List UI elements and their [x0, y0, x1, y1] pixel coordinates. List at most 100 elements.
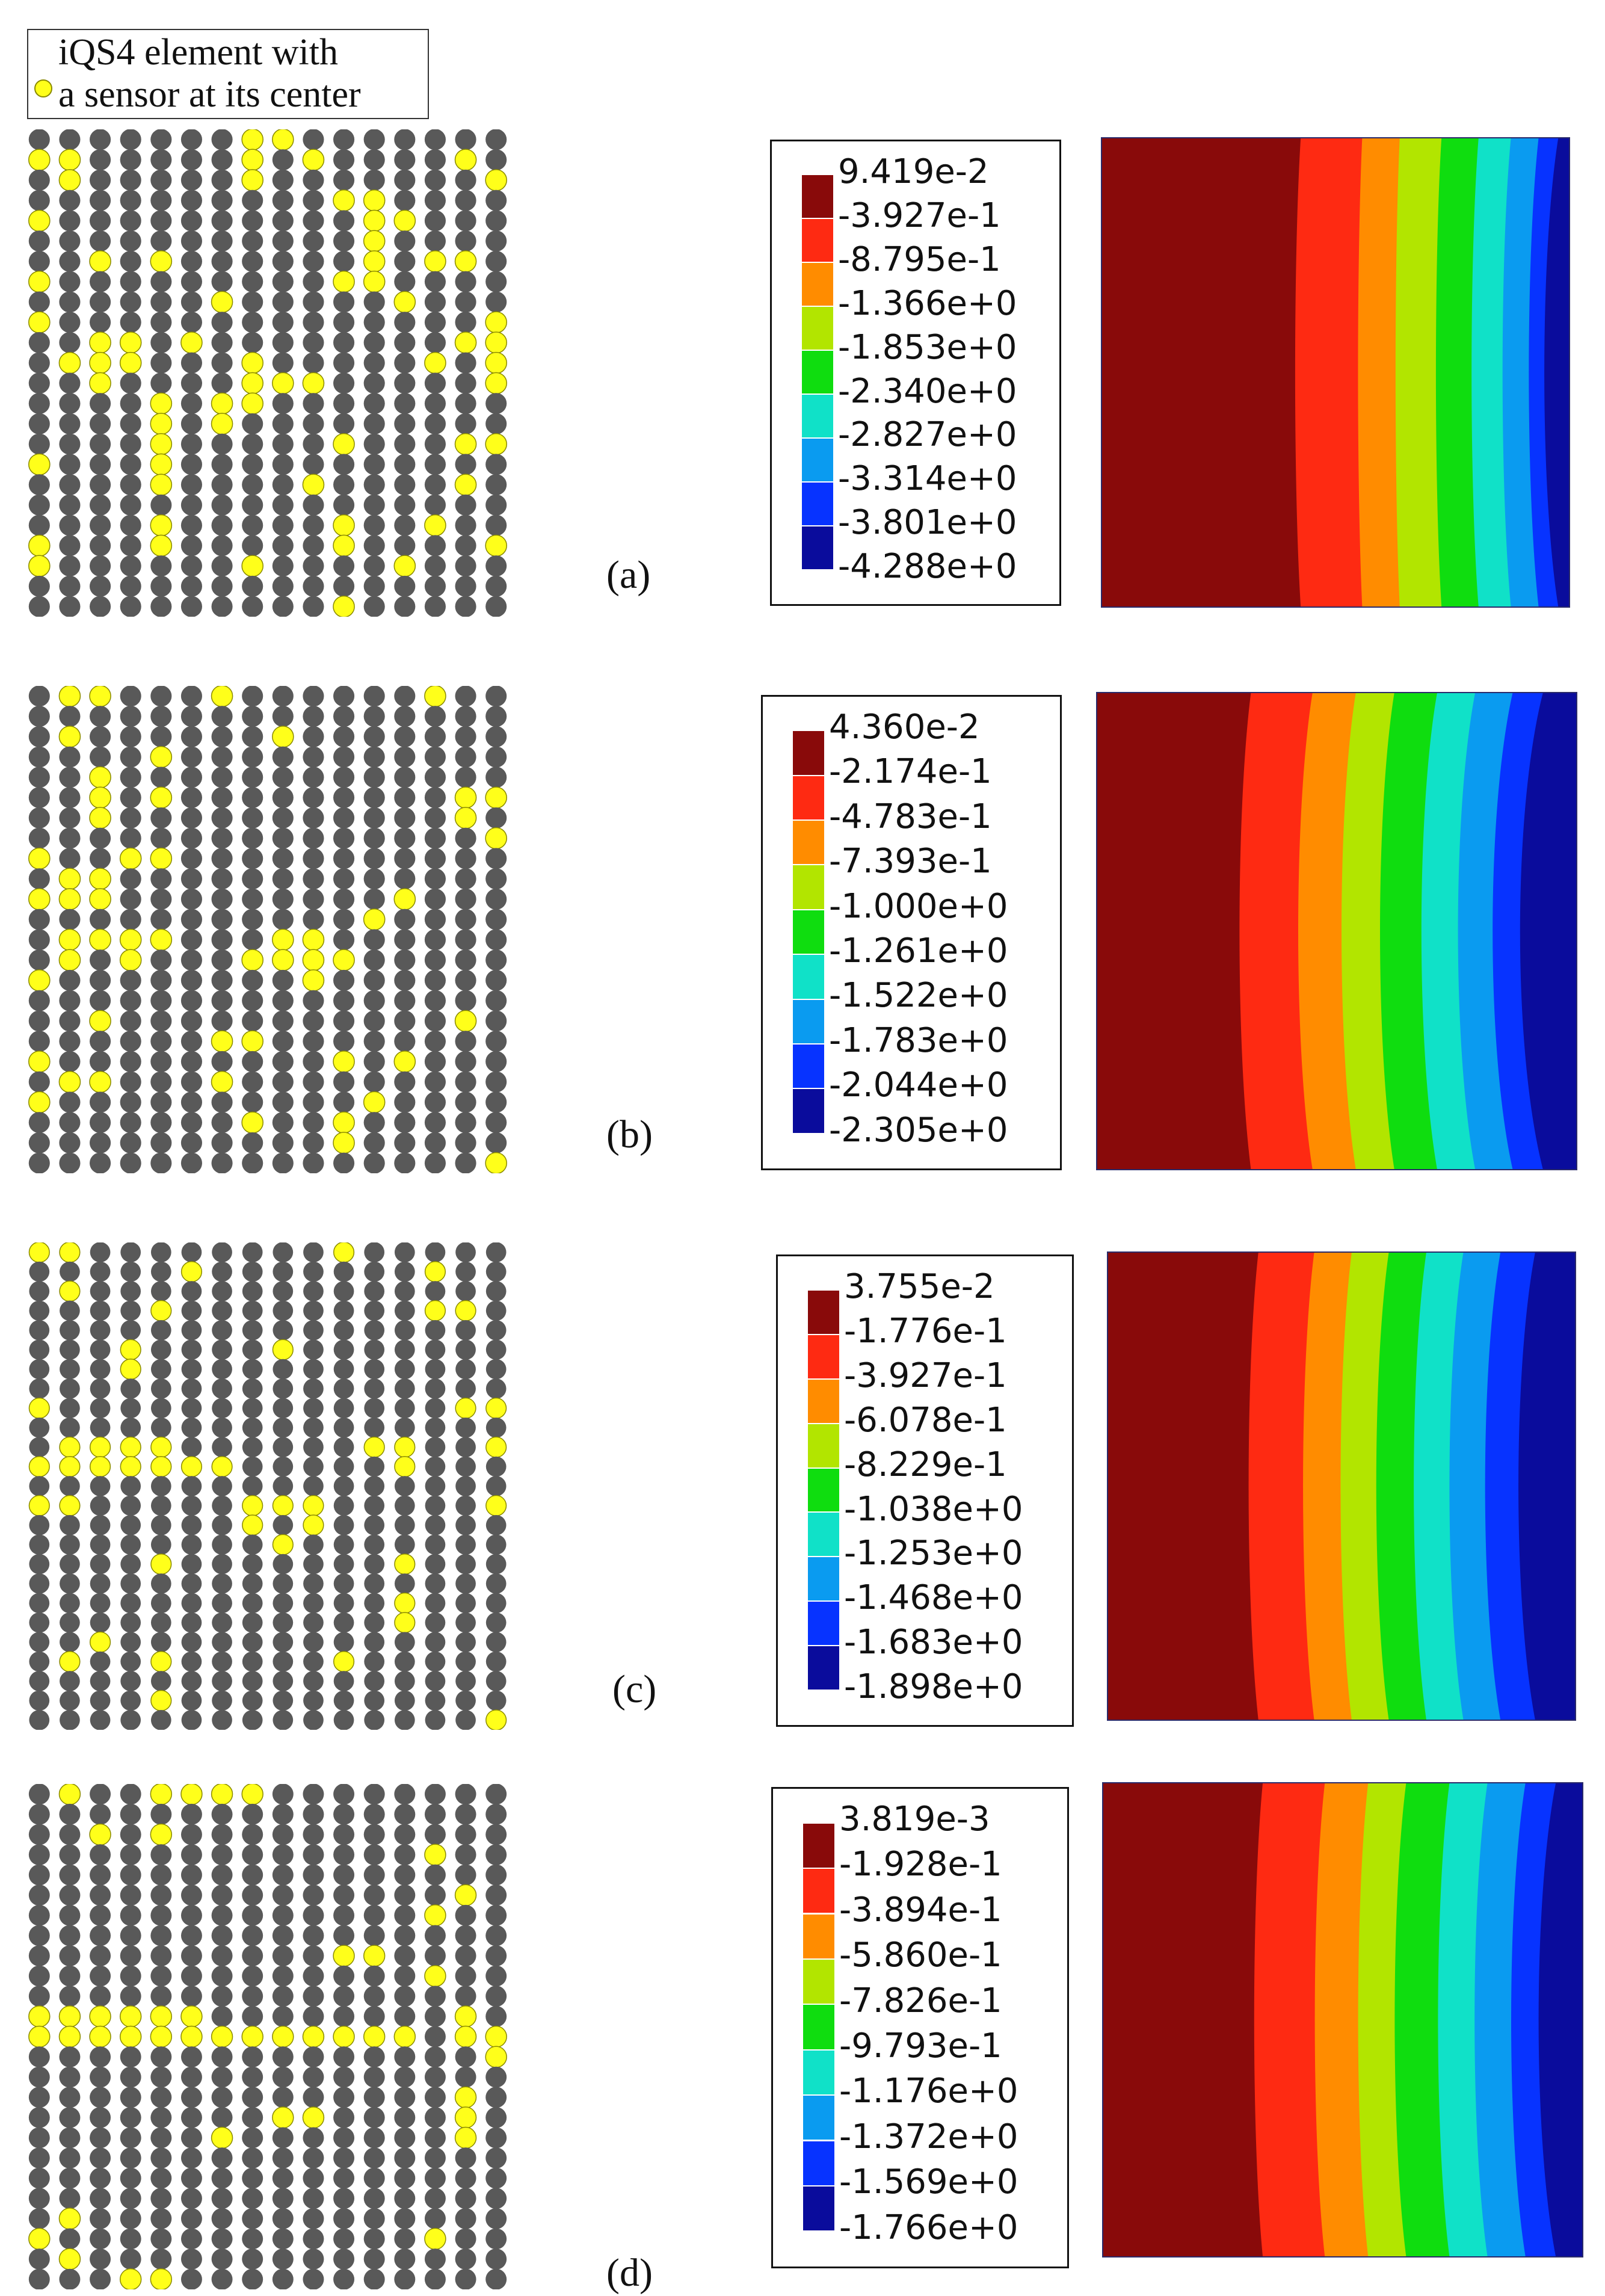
- iqs4-element: [180, 393, 202, 415]
- sensor-element: [211, 1456, 233, 1478]
- iqs4-element: [303, 767, 324, 788]
- iqs4-element: [150, 1378, 171, 1399]
- iqs4-element: [424, 413, 446, 434]
- iqs4-element: [394, 250, 416, 272]
- iqs4-element: [303, 1986, 324, 2007]
- iqs4-element: [90, 1132, 111, 1153]
- iqs4-element: [424, 332, 446, 353]
- iqs4-element: [303, 827, 324, 849]
- iqs4-element: [485, 129, 507, 150]
- iqs4-element: [242, 1152, 263, 1173]
- iqs4-element: [424, 2188, 446, 2209]
- iqs4-element: [211, 2208, 233, 2229]
- iqs4-element: [303, 1593, 324, 1614]
- iqs4-element: [394, 2147, 416, 2169]
- iqs4-element: [272, 169, 294, 191]
- iqs4-element: [90, 1031, 111, 1052]
- iqs4-element: [303, 332, 324, 353]
- iqs4-element: [333, 1437, 354, 1458]
- sensor-element: [333, 1651, 355, 1673]
- iqs4-element: [363, 1965, 385, 1987]
- iqs4-element: [120, 1554, 141, 1575]
- iqs4-element: [90, 1261, 111, 1282]
- sensor-element: [424, 1261, 446, 1283]
- iqs4-element: [424, 888, 446, 910]
- iqs4-element: [333, 1319, 354, 1341]
- iqs4-element: [455, 535, 476, 557]
- iqs4-element: [333, 2106, 355, 2128]
- iqs4-element: [90, 969, 111, 991]
- sensor-element: [394, 1592, 416, 1614]
- iqs4-element: [242, 1803, 263, 1825]
- iqs4-element: [59, 250, 81, 272]
- iqs4-element: [272, 1112, 294, 1134]
- iqs4-element: [242, 1925, 263, 1946]
- iqs4-element: [333, 1378, 354, 1399]
- iqs4-element: [150, 2066, 172, 2088]
- iqs4-element: [485, 1651, 507, 1672]
- iqs4-element: [303, 746, 324, 768]
- iqs4-element: [180, 2066, 202, 2088]
- iqs4-element: [120, 827, 141, 849]
- iqs4-element: [394, 575, 416, 597]
- iqs4-element: [242, 2046, 263, 2068]
- legend-value: -1.898e+0: [844, 1667, 1023, 1707]
- iqs4-element: [180, 149, 202, 171]
- iqs4-element: [272, 807, 294, 829]
- legend-swatch: [802, 175, 833, 218]
- iqs4-element: [90, 169, 111, 191]
- legend-value: -4.288e+0: [838, 547, 1017, 587]
- iqs4-element: [272, 433, 294, 455]
- iqs4-element: [28, 474, 50, 496]
- sensor-element: [454, 1884, 477, 1907]
- contour-frame: [1096, 692, 1577, 1170]
- iqs4-element: [120, 250, 141, 272]
- iqs4-element: [90, 1925, 111, 1946]
- iqs4-element: [273, 1690, 294, 1711]
- sensor-element: [485, 311, 507, 333]
- iqs4-element: [394, 230, 416, 252]
- iqs4-element: [364, 1651, 385, 1672]
- sensor-element: [455, 1397, 476, 1419]
- iqs4-element: [273, 1573, 294, 1594]
- iqs4-element: [120, 726, 141, 747]
- iqs4-element: [180, 372, 202, 394]
- iqs4-element: [120, 767, 141, 788]
- iqs4-element: [485, 1010, 507, 1032]
- iqs4-element: [303, 1071, 324, 1093]
- iqs4-element: [28, 2188, 50, 2209]
- iqs4-element: [180, 2106, 202, 2128]
- iqs4-element: [303, 1965, 324, 1987]
- iqs4-element: [363, 1904, 385, 1926]
- iqs4-element: [90, 149, 111, 171]
- iqs4-element: [28, 413, 50, 434]
- sensor-element: [58, 2248, 81, 2270]
- iqs4-element: [333, 1300, 354, 1321]
- iqs4-element: [211, 494, 233, 516]
- iqs4-element: [455, 514, 476, 536]
- iqs4-element: [303, 868, 324, 890]
- iqs4-element: [90, 2208, 111, 2229]
- iqs4-element: [485, 2167, 507, 2189]
- iqs4-element: [455, 1261, 476, 1282]
- iqs4-element: [90, 1112, 111, 1134]
- iqs4-element: [363, 1132, 385, 1153]
- iqs4-element: [211, 1904, 233, 1926]
- legend-swatch: [803, 1823, 834, 1868]
- iqs4-element: [364, 1690, 385, 1711]
- iqs4-element: [363, 555, 385, 577]
- iqs4-element: [272, 575, 294, 597]
- iqs4-element: [424, 1824, 446, 1845]
- iqs4-element: [181, 1495, 202, 1516]
- iqs4-element: [364, 1281, 385, 1301]
- iqs4-element: [363, 2248, 385, 2270]
- iqs4-element: [394, 1884, 416, 1906]
- sensor-element: [485, 2046, 507, 2068]
- iqs4-element: [60, 1690, 80, 1711]
- iqs4-element: [120, 169, 141, 191]
- iqs4-element: [150, 1884, 172, 1906]
- iqs4-element: [455, 1132, 476, 1153]
- iqs4-element: [59, 575, 81, 597]
- sensor-element: [58, 686, 81, 708]
- legend-value: -1.776e-1: [844, 1311, 1007, 1351]
